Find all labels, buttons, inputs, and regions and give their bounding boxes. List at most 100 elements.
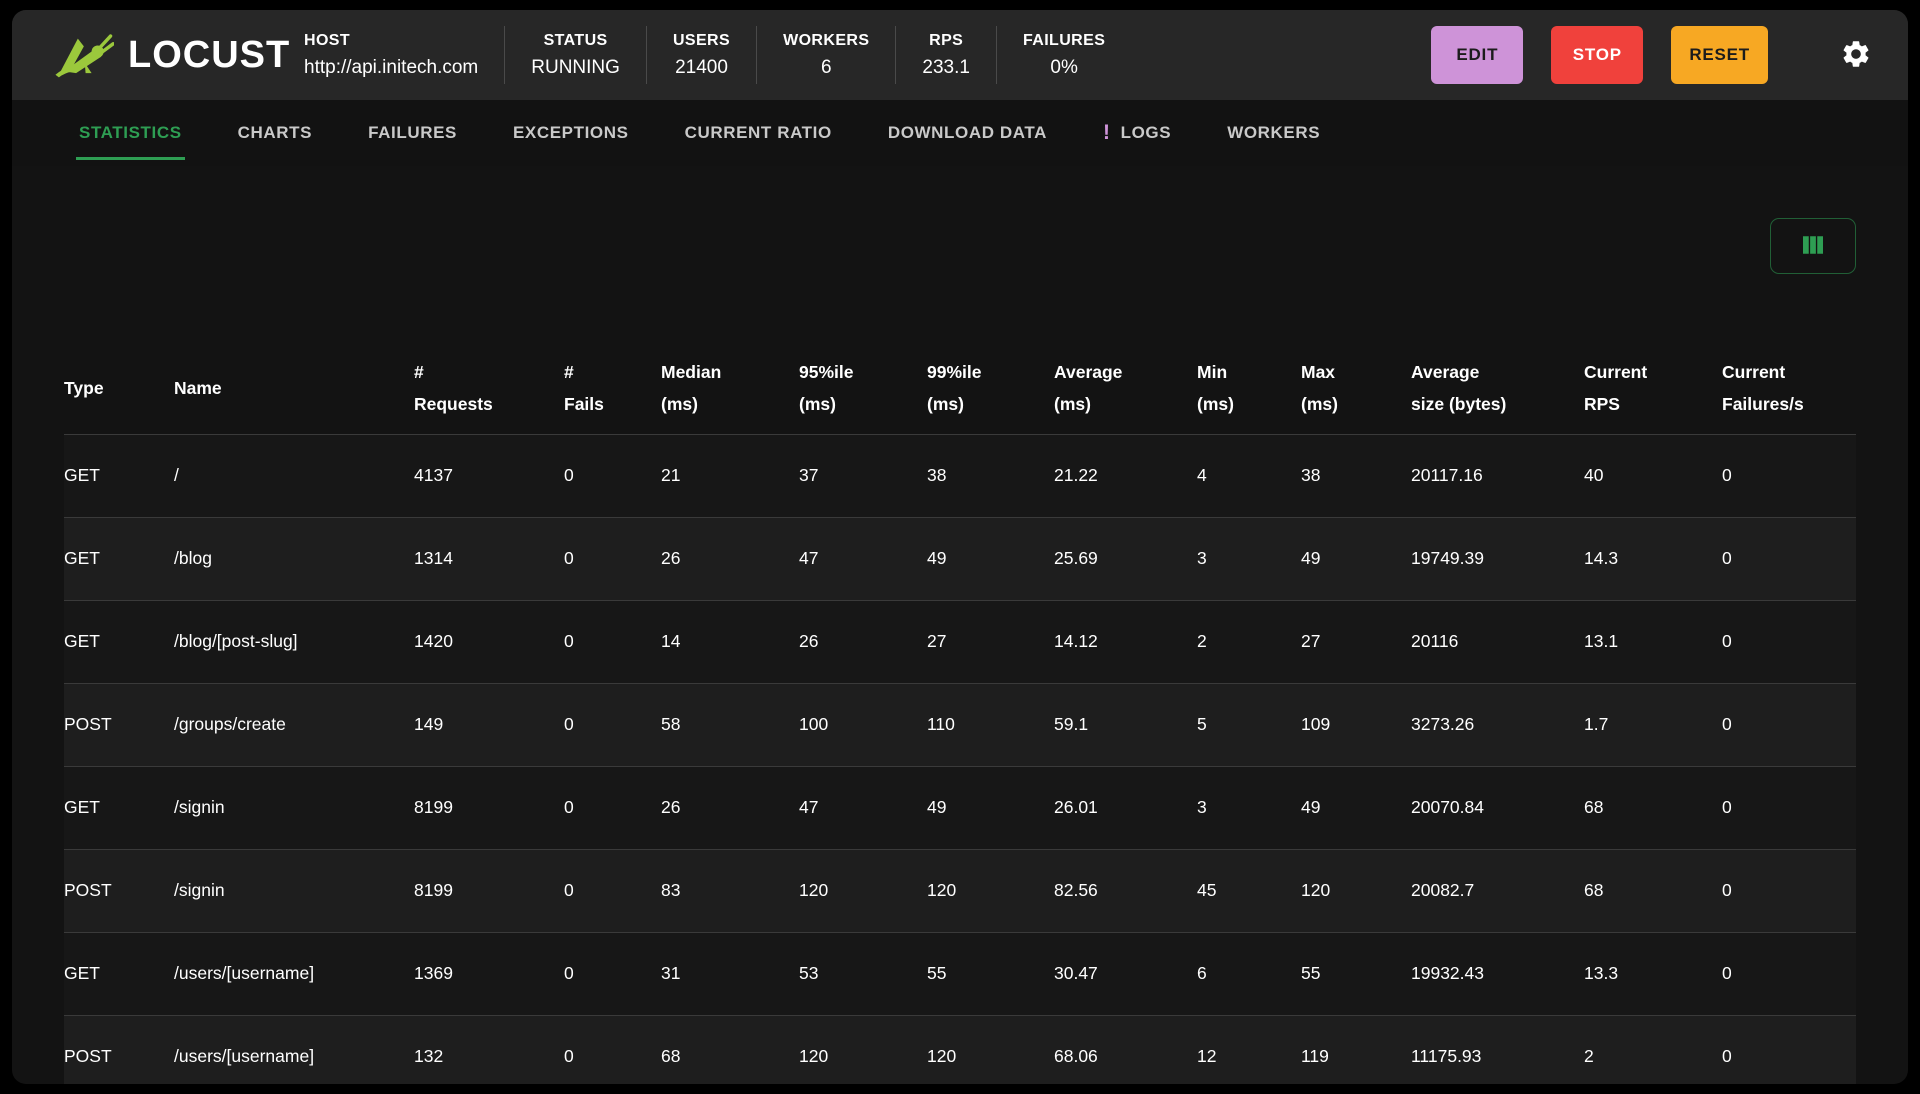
stop-button[interactable]: STOP (1551, 26, 1644, 84)
cell-current-rps: 13.1 (1584, 599, 1722, 683)
cell-current-failures: 0 (1722, 931, 1856, 1015)
cell-99ile: 49 (927, 516, 1054, 600)
table-row: GET /blog 1314 0 26 47 49 25.69 3 49 197… (64, 516, 1856, 600)
tab[interactable]: CHARTS (235, 100, 315, 166)
cell-average: 25.69 (1054, 516, 1197, 600)
cell-95ile: 26 (799, 599, 927, 683)
column-header[interactable]: 99%ile (ms) (927, 362, 982, 414)
cell-name: /signin (174, 765, 414, 849)
column-header[interactable]: Current RPS (1584, 362, 1648, 414)
cell-median: 58 (661, 682, 799, 766)
cell-min: 45 (1197, 848, 1301, 932)
header-stat: STATUS RUNNING (504, 26, 646, 84)
cell-min: 6 (1197, 931, 1301, 1015)
column-header[interactable]: Average (ms) (1054, 362, 1123, 414)
cell-type: POST (64, 848, 174, 932)
settings-button[interactable] (1840, 38, 1872, 73)
stat-label: USERS (672, 31, 731, 49)
cell-name: /signin (174, 848, 414, 932)
tab[interactable]: STATISTICS (76, 100, 185, 166)
cell-min: 3 (1197, 765, 1301, 849)
stat-value: 6 (820, 56, 832, 78)
cell-95ile: 53 (799, 931, 927, 1015)
cell-99ile: 120 (927, 1014, 1054, 1084)
cell-average: 59.1 (1054, 682, 1197, 766)
cell-avg-size: 19749.39 (1411, 516, 1584, 600)
cell-min: 12 (1197, 1014, 1301, 1084)
column-header[interactable]: # Requests (414, 362, 493, 414)
cell-fails: 0 (564, 682, 661, 766)
cell-99ile: 49 (927, 765, 1054, 849)
cell-95ile: 37 (799, 433, 927, 517)
edit-button[interactable]: EDIT (1431, 26, 1524, 84)
cell-fails: 0 (564, 931, 661, 1015)
cell-current-rps: 1.7 (1584, 682, 1722, 766)
app-window: LOCUST HOST http://api.initech.com STATU… (12, 10, 1908, 1084)
tabbar: STATISTICS CHARTS FAILURES EXCEPTIONS CU… (12, 100, 1908, 166)
table-row: GET /blog/[post-slug] 1420 0 14 26 27 14… (64, 599, 1856, 683)
tab[interactable]: EXCEPTIONS (510, 100, 632, 166)
cell-avg-size: 19932.43 (1411, 931, 1584, 1015)
header-stat: WORKERS 6 (756, 26, 895, 84)
tab-label: EXCEPTIONS (512, 123, 629, 142)
cell-average: 82.56 (1054, 848, 1197, 932)
column-header[interactable]: Median (ms) (661, 362, 722, 414)
column-header[interactable]: Min (ms) (1197, 362, 1234, 414)
tab-label: DOWNLOAD DATA (887, 123, 1048, 142)
table-row: POST /users/[username] 132 0 68 120 120 … (64, 1014, 1856, 1084)
cell-max: 119 (1301, 1014, 1411, 1084)
tab-label: CHARTS (237, 123, 313, 142)
cell-95ile: 100 (799, 682, 927, 766)
cell-current-failures: 0 (1722, 433, 1856, 517)
column-header[interactable]: Type (64, 378, 104, 398)
cell-99ile: 110 (927, 682, 1054, 766)
cell-current-rps: 14.3 (1584, 516, 1722, 600)
cell-name: / (174, 433, 414, 517)
tab[interactable]: ! LOGS (1100, 100, 1174, 166)
tab[interactable]: DOWNLOAD DATA (885, 100, 1050, 166)
tab[interactable]: FAILURES (365, 100, 460, 166)
column-header[interactable]: Current Failures/s (1722, 362, 1804, 414)
reset-button[interactable]: RESET (1671, 26, 1768, 84)
column-header[interactable]: Name (174, 378, 222, 398)
stat-label: HOST (304, 31, 351, 49)
cell-name: /users/[username] (174, 931, 414, 1015)
tab[interactable]: WORKERS (1224, 100, 1323, 166)
column-header[interactable]: 95%ile (ms) (799, 362, 854, 414)
cell-requests: 132 (414, 1014, 564, 1084)
table-row: GET / 4137 0 21 37 38 21.22 4 38 20117.1… (64, 433, 1856, 517)
tab-label: LOGS (1120, 123, 1172, 142)
cell-max: 49 (1301, 516, 1411, 600)
column-header[interactable]: Max (ms) (1301, 362, 1338, 414)
stat-value: 233.1 (922, 56, 970, 78)
table-row: POST /signin 8199 0 83 120 120 82.56 45 … (64, 848, 1856, 932)
cell-average: 30.47 (1054, 931, 1197, 1015)
cell-min: 3 (1197, 516, 1301, 600)
header-actions: EDIT STOP RESET (1431, 26, 1872, 84)
table-header: Type Name # Requests # Fails Median (ms)… (64, 344, 1856, 434)
cell-current-rps: 40 (1584, 433, 1722, 517)
stat-value: 0% (1050, 56, 1078, 78)
cell-95ile: 47 (799, 765, 927, 849)
cell-95ile: 120 (799, 848, 927, 932)
column-header[interactable]: # Fails (564, 362, 604, 414)
tab-label: STATISTICS (79, 123, 182, 142)
cell-max: 27 (1301, 599, 1411, 683)
cell-requests: 149 (414, 682, 564, 766)
cell-average: 14.12 (1054, 599, 1197, 683)
table-row: GET /users/[username] 1369 0 31 53 55 30… (64, 931, 1856, 1015)
cell-avg-size: 20082.7 (1411, 848, 1584, 932)
cell-median: 68 (661, 1014, 799, 1084)
table-header-row: Type Name # Requests # Fails Median (ms)… (64, 344, 1856, 434)
cell-99ile: 38 (927, 433, 1054, 517)
tab[interactable]: CURRENT RATIO (682, 100, 835, 166)
cell-median: 26 (661, 765, 799, 849)
cell-avg-size: 20116 (1411, 599, 1584, 683)
cell-fails: 0 (564, 848, 661, 932)
cell-fails: 0 (564, 433, 661, 517)
cell-99ile: 55 (927, 931, 1054, 1015)
column-selector-button[interactable] (1770, 218, 1856, 274)
cell-min: 2 (1197, 599, 1301, 683)
header-stat: FAILURES 0% (995, 26, 1131, 84)
column-header[interactable]: Average size (bytes) (1411, 362, 1507, 414)
